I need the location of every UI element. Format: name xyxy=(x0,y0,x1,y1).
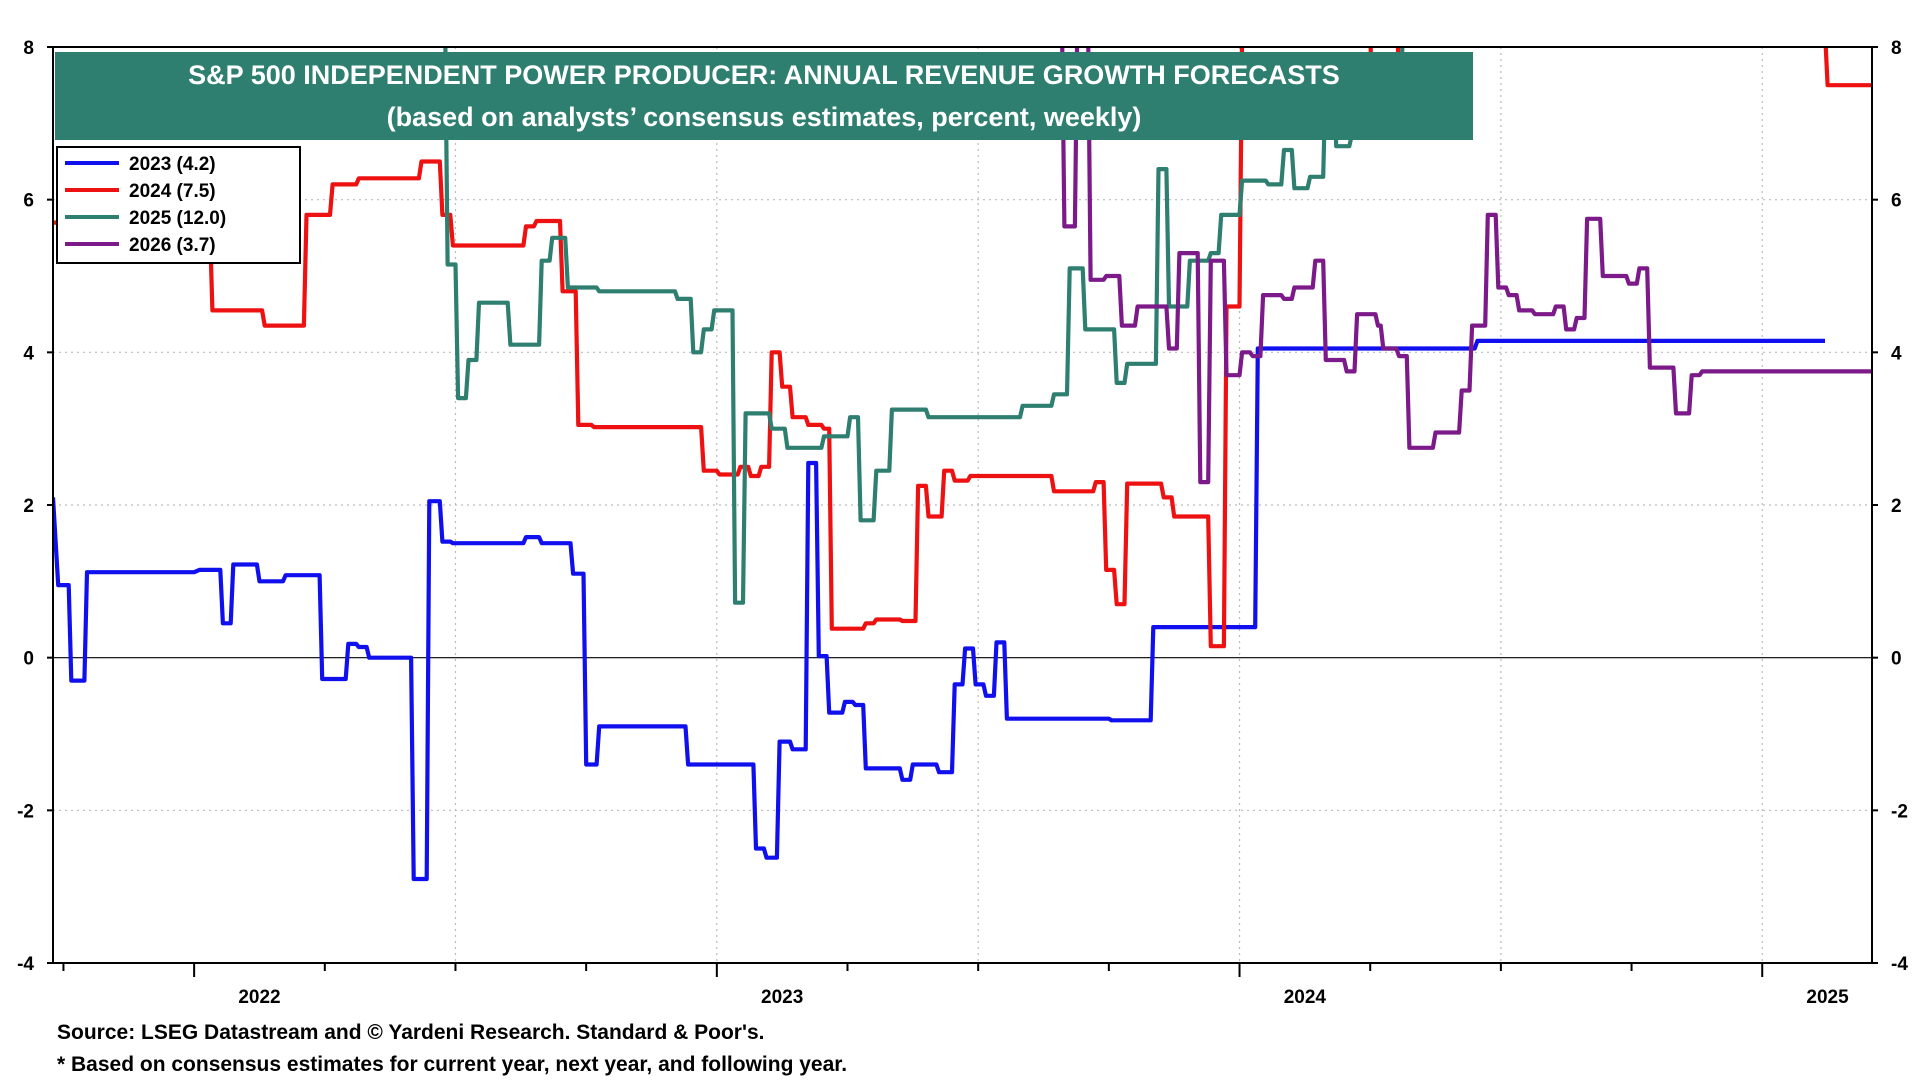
x-tick-label-2022: 2022 xyxy=(238,987,280,1008)
series-line-2026 xyxy=(1060,47,1872,485)
title-box: S&P 500 INDEPENDENT POWER PRODUCER: ANNU… xyxy=(55,52,1473,140)
y-tick-label-right: 8 xyxy=(1891,38,1902,59)
y-tick-label-right: 4 xyxy=(1891,343,1902,364)
y-tick-label-left: 2 xyxy=(23,496,34,517)
y-tick-label-right: -2 xyxy=(1891,801,1908,822)
series-group xyxy=(53,47,1872,882)
chart-title: S&P 500 INDEPENDENT POWER PRODUCER: ANNU… xyxy=(188,60,1340,90)
y-tick-label-right: 0 xyxy=(1891,649,1902,670)
legend-label-2024: 2024 (7.5) xyxy=(129,181,216,202)
y-tick-label-left: -4 xyxy=(17,954,34,975)
series-layer xyxy=(53,47,1872,882)
chart-subtitle: (based on analysts’ consensus estimates,… xyxy=(387,102,1142,132)
legend: 2023 (4.2) 2024 (7.5) 2025 (12.0) 2026 (3.7… xyxy=(56,146,301,264)
y-tick-label-left: 0 xyxy=(23,649,34,670)
source-text: Source: LSEG Datastream and © Yardeni Re… xyxy=(57,1021,764,1044)
x-tick-label-2025: 2025 xyxy=(1806,987,1849,1008)
series-line-2023 xyxy=(53,338,1825,882)
y-tick-label-left: 4 xyxy=(23,343,34,364)
grid-lines xyxy=(53,47,1872,963)
y-tick-label-left: 6 xyxy=(23,191,34,212)
legend-label-2023: 2023 (4.2) xyxy=(129,154,216,175)
series-line-2025 xyxy=(443,47,1405,605)
y-axis-ticks: -4 -4 -2 -2 0 0 2 2 4 4 6 6 8 8 xyxy=(17,38,1908,975)
x-tick-label-2023: 2023 xyxy=(761,987,803,1008)
legend-label-2026: 2026 (3.7) xyxy=(129,235,216,256)
y-tick-label-right: -4 xyxy=(1891,954,1908,975)
y-tick-label-right: 6 xyxy=(1891,191,1902,212)
x-tick-label-2024: 2024 xyxy=(1284,987,1327,1008)
y-tick-label-right: 2 xyxy=(1891,496,1902,517)
footnote-text: * Based on consensus estimates for curre… xyxy=(57,1053,847,1076)
x-axis-ticks: 2022 2023 2024 2025 xyxy=(62,963,1849,1008)
legend-label-2025: 2025 (12.0) xyxy=(129,208,226,229)
y-tick-label-left: -2 xyxy=(17,801,34,822)
y-tick-label-left: 8 xyxy=(23,38,34,59)
